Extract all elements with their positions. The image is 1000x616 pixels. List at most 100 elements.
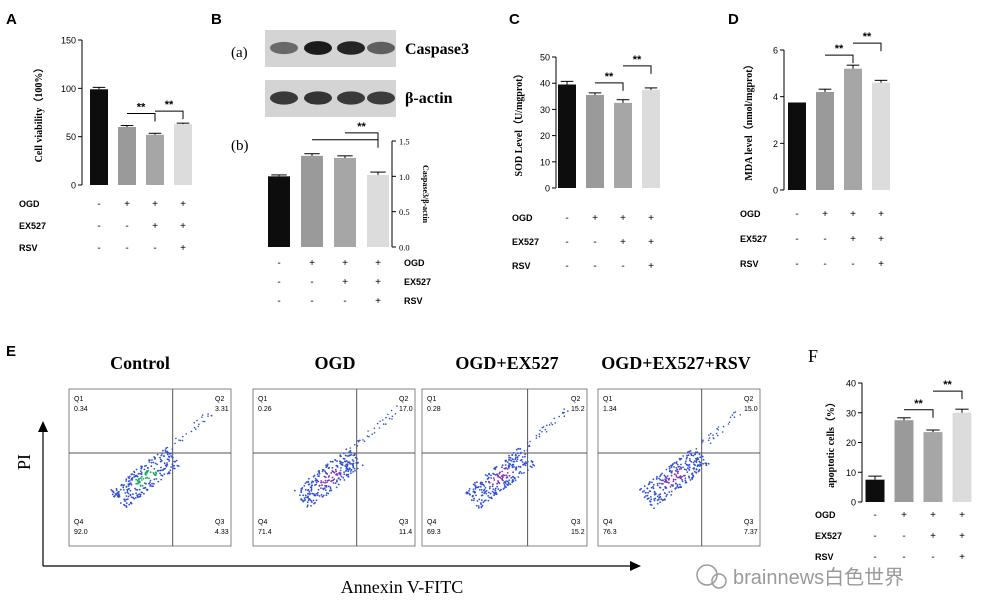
event-dot: [660, 498, 663, 501]
event-dot: [652, 483, 655, 486]
event-dot: [207, 413, 209, 415]
event-dot: [308, 490, 311, 493]
event-dot: [656, 475, 658, 478]
event-dot: [309, 492, 311, 495]
event-dot: [318, 484, 321, 487]
event-dot: [343, 479, 346, 481]
bar-chart-b: 0.0 0.5 1.0 1.5 Caspase3/β-actin ** OGD - + + + EX5…: [268, 121, 431, 307]
protein-band: [337, 91, 365, 105]
bar: [923, 432, 943, 502]
event-dot: [496, 473, 499, 476]
annexin-axis-arrowhead: [630, 561, 641, 571]
event-dot: [337, 483, 340, 486]
event-dot: [647, 483, 650, 486]
event-dot: [661, 472, 663, 475]
quadrant-value-q2: 15.0: [744, 406, 758, 413]
event-dot: [334, 468, 337, 471]
event-dot: [179, 439, 182, 442]
event-dot: [138, 488, 141, 491]
quadrant-value-q1: 0.28: [427, 406, 441, 413]
event-dot: [712, 434, 714, 436]
event-dot: [516, 460, 518, 463]
event-dot: [112, 491, 115, 494]
event-dot: [129, 489, 132, 492]
watermark-text: brainnews白色世界: [733, 566, 904, 589]
event-dot: [707, 439, 710, 442]
group-sign: +: [342, 258, 348, 269]
group-sign: +: [959, 510, 965, 521]
event-dot: [558, 415, 560, 418]
event-dot: [519, 459, 522, 462]
event-dot: [326, 463, 329, 466]
event-dot: [156, 470, 159, 472]
event-dot: [516, 456, 519, 459]
group-sign: +: [152, 199, 158, 210]
event-dot: [733, 412, 735, 414]
event-dot: [317, 488, 320, 491]
event-dot: [695, 457, 697, 460]
event-dot: [130, 478, 133, 481]
event-dot: [134, 487, 136, 490]
event-dot: [664, 487, 667, 489]
event-dot: [135, 492, 138, 495]
event-dot: [721, 431, 724, 433]
event-dot: [526, 442, 529, 444]
event-dot: [488, 496, 491, 499]
flow-plot-title: OGD: [314, 353, 355, 373]
event-dot: [680, 486, 682, 489]
event-dot: [113, 495, 115, 498]
y-tick-label: 150: [61, 36, 76, 46]
event-dot: [488, 472, 490, 475]
event-dot: [126, 498, 129, 500]
event-dot: [712, 437, 715, 439]
event-dot: [524, 453, 527, 456]
event-dot: [143, 468, 146, 471]
event-dot: [325, 486, 328, 488]
significance-label: **: [605, 71, 614, 83]
event-dot: [484, 474, 487, 476]
protein-band: [304, 41, 332, 55]
event-dot: [670, 464, 672, 467]
event-dot: [666, 477, 668, 480]
event-dot: [387, 413, 389, 416]
event-dot: [173, 467, 176, 470]
event-dot: [354, 443, 356, 446]
bar: [952, 412, 972, 502]
event-dot: [153, 482, 155, 485]
event-dot: [695, 448, 698, 450]
event-dot: [501, 466, 503, 469]
event-dot: [655, 477, 658, 480]
event-dot: [371, 433, 374, 436]
event-dot: [553, 417, 556, 420]
event-dot: [505, 459, 507, 462]
event-dot: [659, 478, 662, 481]
event-dot: [342, 476, 345, 479]
quadrant-name: Q4: [603, 519, 612, 526]
event-dot: [125, 485, 128, 488]
event-dot: [323, 487, 326, 489]
event-dot: [652, 485, 654, 488]
event-dot: [149, 471, 152, 474]
event-dot: [480, 499, 483, 501]
event-dot: [340, 475, 343, 478]
event-dot: [153, 478, 156, 481]
significance-bracket: [127, 113, 156, 122]
significance-label: **: [943, 379, 952, 391]
event-dot: [348, 461, 351, 464]
y-tick-label: 1.5: [399, 137, 410, 147]
bar: [844, 68, 862, 190]
event-dot: [361, 464, 364, 467]
event-dot: [336, 460, 338, 463]
event-dot: [681, 475, 683, 478]
event-dot: [306, 504, 309, 507]
event-dot: [686, 456, 688, 459]
panel-letter-b: B: [211, 11, 222, 28]
event-dot: [146, 472, 148, 474]
event-dot: [178, 439, 180, 441]
event-dot: [129, 475, 131, 478]
blot-label-caspase3: Caspase3: [405, 41, 469, 58]
event-dot: [516, 458, 519, 460]
event-dot: [141, 479, 143, 481]
event-dot: [646, 487, 649, 490]
